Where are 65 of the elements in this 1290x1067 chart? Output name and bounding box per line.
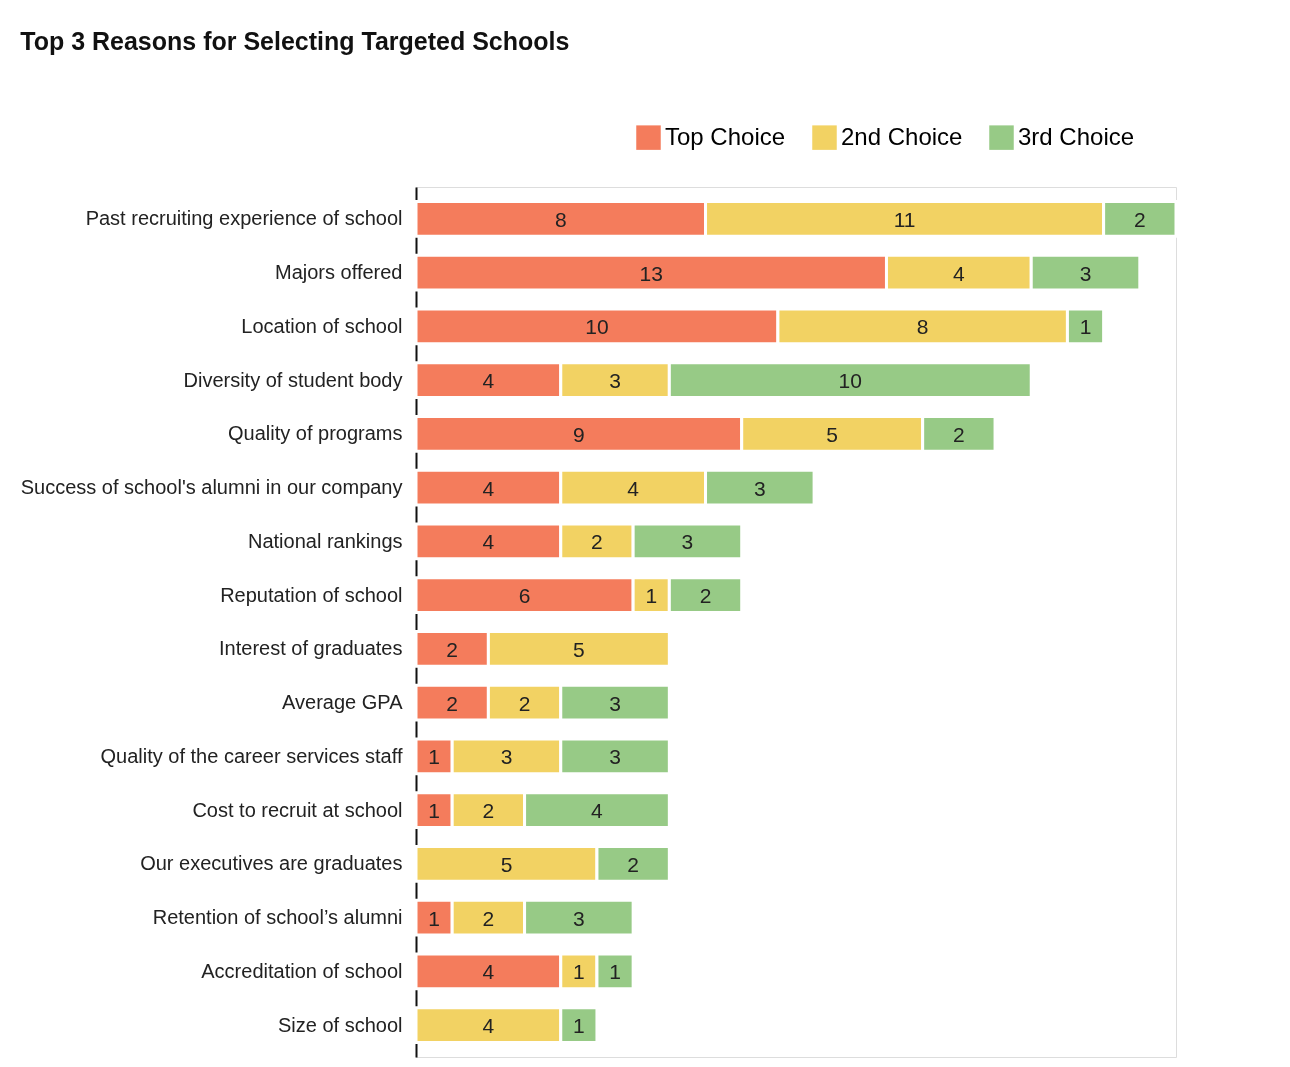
data-label: 3 [500,745,513,769]
y-tick-label: Accreditation of school [201,959,403,982]
data-label: 3 [681,530,694,554]
data-label: 2 [699,584,712,608]
data-label: 5 [500,852,513,876]
data-label: 4 [482,960,495,984]
data-label: 1 [1079,315,1092,339]
chart-title: Top 3 Reasons for Selecting Targeted Schools [20,27,570,55]
data-label: 5 [826,422,839,446]
data-label: 3 [573,906,585,930]
data-label: 8 [554,207,567,231]
data-label: 1 [609,960,621,984]
y-tick-label: Reputation of school [220,583,403,606]
data-label: 2 [446,691,459,715]
y-tick-label: Majors offered [275,261,403,284]
y-tick-label: Quality of programs [227,422,403,445]
data-label: 3 [753,476,766,500]
data-label: 4 [482,530,495,554]
data-label: 4 [953,261,966,285]
data-label: 1 [573,1014,585,1038]
data-label: 2 [518,691,531,715]
data-label: 3 [609,369,621,393]
data-label: 3 [609,745,621,769]
y-tick-label: Retention of school’s alumni [152,906,403,929]
data-label: 4 [627,476,640,500]
data-label: 11 [893,207,916,231]
legend-label: Top Choice [665,122,786,150]
data-label: 4 [482,369,495,393]
data-label: 2 [482,906,495,930]
data-label: 2 [446,637,459,661]
y-tick-label: Location of school [241,314,403,337]
data-label: 10 [838,369,862,393]
y-tick-label: Past recruiting experience of school [85,207,403,230]
data-label: 4 [482,1014,495,1038]
data-label: 4 [591,799,604,823]
data-label: 1 [645,584,658,608]
y-tick-label: Interest of graduates [219,637,403,660]
y-tick-label: Average GPA [282,691,404,714]
data-label: 9 [573,422,585,446]
y-tick-label: Diversity of student body [183,368,403,391]
legend-label: 3rd Choice [1018,122,1135,150]
data-label: 2 [591,530,603,554]
y-tick-label: National rankings [247,529,403,552]
data-label: 1 [428,906,440,930]
y-tick-label: Quality of the career services staff [100,744,403,767]
legend-label: 2nd Choice [841,122,963,150]
data-label: 6 [518,584,531,608]
y-tick-label: Our executives are graduates [140,852,403,875]
y-tick-label: Size of school [277,1013,403,1036]
data-label: 4 [482,476,495,500]
data-label: 3 [609,691,621,715]
data-label: 1 [428,799,440,823]
y-tick-label: Success of school's alumni in our company [20,476,403,499]
data-label: 2 [1133,207,1146,231]
data-label: 1 [428,745,440,769]
data-label: 8 [916,315,929,339]
data-label: 5 [573,637,585,661]
data-label: 13 [639,261,663,285]
data-label: 2 [953,422,965,446]
data-label: 1 [573,960,585,984]
data-label: 3 [1079,261,1092,285]
y-tick-label: Cost to recruit at school [192,798,403,821]
data-label: 2 [627,852,639,876]
data-label: 2 [482,799,495,823]
data-label: 10 [585,315,609,339]
